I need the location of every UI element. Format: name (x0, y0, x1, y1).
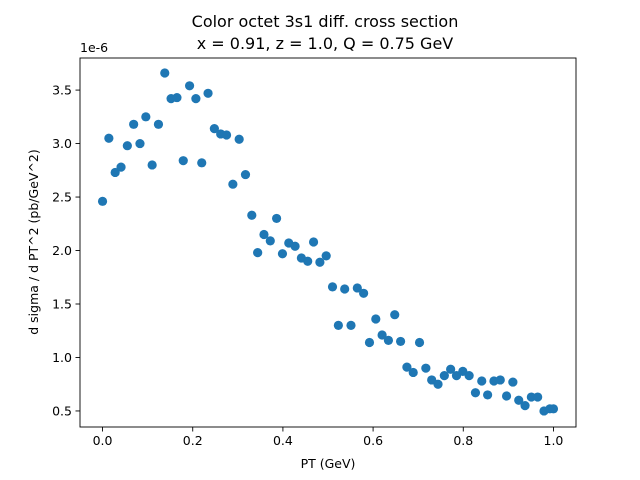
data-point (203, 88, 213, 98)
chart-title-line-2: x = 0.91, z = 1.0, Q = 0.75 GeV (197, 34, 454, 53)
y-axis-label: d sigma / d PT^2 (pb/GeV^2) (26, 149, 41, 335)
data-point (346, 320, 356, 330)
data-point (333, 320, 343, 330)
data-point (421, 363, 431, 373)
data-point (371, 314, 381, 324)
data-point (327, 282, 338, 292)
plot-frame (79, 57, 577, 428)
data-point (290, 241, 300, 251)
data-point (135, 138, 145, 149)
data-point (390, 310, 400, 320)
x-tick-label: 0.6 (363, 433, 383, 448)
data-point (104, 133, 114, 143)
data-point (352, 283, 362, 293)
x-axis-label: PT (GeV) (301, 456, 356, 471)
data-point (240, 169, 251, 180)
data-point (508, 377, 518, 387)
data-point (153, 119, 164, 129)
data-point (548, 404, 559, 414)
data-point (116, 162, 126, 172)
data-point (253, 248, 263, 258)
data-point (483, 390, 493, 400)
data-point (433, 379, 443, 389)
x-tick-label: 1.0 (544, 433, 564, 448)
data-point (178, 156, 188, 166)
data-point (234, 134, 244, 144)
data-point (141, 112, 151, 122)
data-point (383, 335, 394, 345)
data-point (160, 68, 170, 78)
data-point (277, 249, 288, 259)
data-point (129, 119, 139, 129)
data-point (501, 391, 512, 401)
data-point (414, 337, 425, 348)
data-point (197, 158, 207, 168)
y-tick-label: 2.0 (52, 243, 72, 258)
chart-title-line-1: Color octet 3s1 diff. cross section (192, 12, 459, 31)
y-tick-label: 3.0 (52, 136, 72, 151)
data-point (514, 395, 524, 405)
data-point (321, 251, 331, 261)
data-point (308, 237, 319, 247)
data-point (191, 94, 201, 104)
data-point (315, 257, 325, 267)
data-point (228, 179, 238, 189)
data-point (402, 362, 412, 372)
y-tick-label: 1.0 (52, 350, 72, 365)
data-point (495, 375, 505, 385)
x-tick-label: 0.0 (93, 433, 113, 448)
y-axis-offset-text: 1e-6 (80, 40, 108, 55)
data-point (439, 371, 449, 381)
data-point (209, 123, 219, 134)
data-point (221, 130, 232, 140)
data-point (446, 364, 456, 374)
data-point (247, 210, 257, 220)
data-point (364, 337, 375, 348)
data-point (265, 236, 275, 246)
y-tick-label: 2.5 (52, 190, 72, 205)
y-axis-ticks: 0.5 1.0 1.5 2.0 2.5 3.0 3.5 (52, 83, 80, 418)
data-point (303, 256, 313, 266)
y-tick-label: 3.5 (52, 83, 72, 98)
data-point (147, 160, 157, 170)
data-point (110, 167, 120, 178)
y-tick-label: 1.5 (52, 297, 72, 312)
data-point (271, 213, 282, 224)
data-point (172, 92, 182, 103)
data-point (184, 81, 195, 91)
data-point (359, 288, 369, 298)
data-point (408, 367, 418, 378)
data-point (526, 392, 536, 402)
data-points (97, 68, 559, 416)
data-point (464, 371, 474, 381)
x-axis-ticks: 0.0 0.2 0.4 0.6 0.8 1.0 (93, 427, 564, 448)
data-point (122, 141, 132, 151)
x-tick-label: 0.2 (183, 433, 203, 448)
data-point (533, 392, 543, 402)
data-point (477, 376, 487, 386)
x-tick-label: 0.8 (453, 433, 473, 448)
x-tick-label: 0.4 (273, 433, 293, 448)
y-tick-label: 0.5 (52, 403, 72, 418)
data-point (520, 401, 530, 411)
data-point (470, 388, 481, 398)
data-point (377, 330, 387, 340)
data-point (340, 284, 350, 294)
data-point (259, 229, 269, 240)
data-point (97, 196, 108, 206)
data-point (395, 336, 406, 347)
